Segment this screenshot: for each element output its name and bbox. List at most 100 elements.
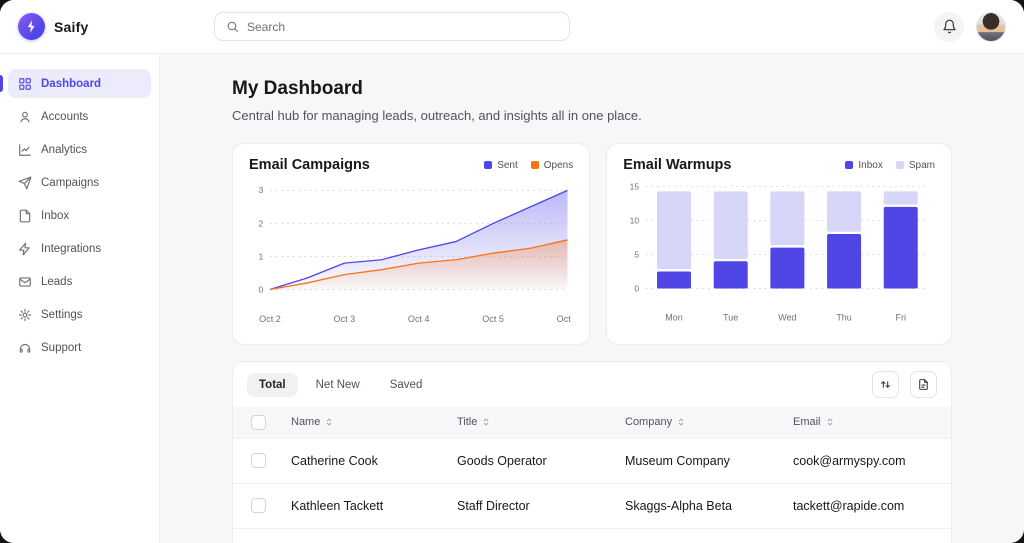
app-logo[interactable]: Saify xyxy=(18,13,214,40)
column-header-company[interactable]: Company xyxy=(617,407,785,438)
avatar[interactable] xyxy=(976,11,1006,42)
search-input[interactable] xyxy=(247,19,558,34)
tab-total[interactable]: Total xyxy=(247,372,298,397)
sidebar-item-label: Inbox xyxy=(41,209,70,222)
svg-text:Oct 4: Oct 4 xyxy=(408,314,430,324)
card-header: Email Warmups Inbox Spam xyxy=(623,157,935,173)
legend-label: Sent xyxy=(497,159,518,171)
legend-item: Spam xyxy=(895,159,935,171)
svg-text:Oct 3: Oct 3 xyxy=(334,314,356,324)
table-row[interactable]: Carl ShayVeterinary TechnologistBritches… xyxy=(233,527,951,543)
sidebar-item-label: Dashboard xyxy=(41,77,102,90)
notifications-button[interactable] xyxy=(934,11,964,42)
sidebar-item-campaigns[interactable]: Campaigns xyxy=(8,168,151,197)
tab-net-new[interactable]: Net New xyxy=(315,378,360,391)
cell-company: Britches Georgetown xyxy=(617,527,785,543)
sidebar-item-support[interactable]: Support xyxy=(8,333,151,362)
legend-item: Opens xyxy=(530,159,574,171)
chart-legend: Sent Opens xyxy=(484,160,573,171)
search-box xyxy=(214,12,570,41)
row-checkbox[interactable] xyxy=(251,498,266,514)
legend-swatch xyxy=(530,161,539,169)
legend-item: Sent xyxy=(484,160,518,171)
sidebar-item-label: Integrations xyxy=(41,242,102,255)
sidebar-item-label: Leads xyxy=(41,275,73,288)
cell-name: Kathleen Tackett xyxy=(283,482,449,528)
cell-name: Carl Shay xyxy=(283,527,449,543)
sidebar-item-dashboard[interactable]: Dashboard xyxy=(0,69,151,98)
topbar-actions xyxy=(934,11,1006,42)
sidebar-item-label: Campaigns xyxy=(41,176,100,189)
table-toolbar: Total Net New Saved xyxy=(233,362,951,407)
sort-icon xyxy=(678,418,684,426)
campaigns-icon xyxy=(18,176,32,189)
table-header-row: Name Title Company Email xyxy=(233,407,951,438)
logo-icon xyxy=(18,13,45,40)
column-label: Company xyxy=(625,416,673,429)
accounts-icon xyxy=(20,111,30,122)
svg-text:Mon: Mon xyxy=(666,313,683,323)
select-all-checkbox[interactable] xyxy=(251,414,266,430)
column-label: Title xyxy=(457,416,478,429)
table-row[interactable]: Kathleen Tackett Staff Director Skaggs-Alp… xyxy=(233,482,951,528)
svg-text:Thu: Thu xyxy=(837,313,852,323)
page-subtitle: Central hub for managing leads, outreach… xyxy=(232,108,642,123)
column-label: Name xyxy=(291,416,321,429)
sidebar-item-label: Settings xyxy=(41,308,83,321)
legend-label: Spam xyxy=(908,159,935,171)
page-title: My Dashboard xyxy=(232,78,363,99)
legend-swatch xyxy=(484,161,493,169)
app-name: Saify xyxy=(54,18,89,35)
dashboard-icon xyxy=(19,77,31,90)
svg-text:Oct 6: Oct 6 xyxy=(557,314,574,324)
cell-company: Museum Company xyxy=(617,437,785,483)
sidebar-item-leads[interactable]: Leads xyxy=(8,267,151,296)
sidebar-item-label: Analytics xyxy=(41,143,88,156)
sidebar-item-settings[interactable]: Settings xyxy=(8,300,151,329)
svg-text:1: 1 xyxy=(259,251,264,261)
column-header-name[interactable]: Name xyxy=(283,407,449,438)
sidebar-item-integrations[interactable]: Integrations xyxy=(8,234,151,263)
sort-button[interactable] xyxy=(872,371,899,398)
svg-text:Tue: Tue xyxy=(723,313,738,323)
svg-text:Fri: Fri xyxy=(896,313,906,323)
email-campaigns-card: Email Campaigns Sent Opens 0 1 2 3 Oct 2 Oct 3… xyxy=(232,143,591,345)
sidebar-item-analytics[interactable]: Analytics xyxy=(8,135,151,164)
legend-label: Opens xyxy=(543,159,574,171)
sidebar-item-label: Accounts xyxy=(41,110,89,123)
support-icon xyxy=(19,343,31,353)
export-button[interactable] xyxy=(910,371,937,398)
table-row[interactable]: Catherine Cook Goods Operator Museum Compa… xyxy=(233,437,951,483)
inbox-icon xyxy=(19,209,31,222)
column-header-email[interactable]: Email xyxy=(785,407,951,438)
cell-email: cook@armyspy.com xyxy=(785,437,951,483)
svg-text:2: 2 xyxy=(259,218,264,228)
row-checkbox-cell xyxy=(233,437,283,483)
sidebar: Dashboard Accounts Analytics Campaigns Inbox… xyxy=(0,54,160,543)
tab-saved[interactable]: Saved xyxy=(389,378,423,391)
svg-text:Oct 2: Oct 2 xyxy=(259,314,281,324)
leads-table-card: Total Net New Saved Name Title Company Email … xyxy=(232,361,952,543)
svg-text:Oct 5: Oct 5 xyxy=(482,314,504,324)
leads-icon xyxy=(19,276,31,287)
svg-text:5: 5 xyxy=(635,249,640,259)
row-checkbox-cell xyxy=(233,482,283,528)
row-checkbox-cell xyxy=(233,527,283,543)
row-checkbox[interactable] xyxy=(251,453,266,469)
legend-item: Inbox xyxy=(845,159,883,171)
column-header-title[interactable]: Title xyxy=(449,407,617,438)
sort-icon xyxy=(484,418,489,426)
sidebar-item-accounts[interactable]: Accounts xyxy=(8,102,151,131)
main-content: My Dashboard Central hub for managing le… xyxy=(160,54,1024,543)
legend-label: Inbox xyxy=(858,159,883,171)
sidebar-item-inbox[interactable]: Inbox xyxy=(8,201,151,230)
cell-email: tackett@rapide.com xyxy=(785,482,951,528)
cell-title: Goods Operator xyxy=(449,437,617,483)
settings-icon xyxy=(18,308,32,321)
column-label: Email xyxy=(793,416,821,429)
arrow-up-down-icon xyxy=(881,381,890,388)
svg-text:10: 10 xyxy=(630,215,640,225)
sidebar-item-label: Support xyxy=(41,341,82,354)
svg-text:0: 0 xyxy=(635,283,640,293)
